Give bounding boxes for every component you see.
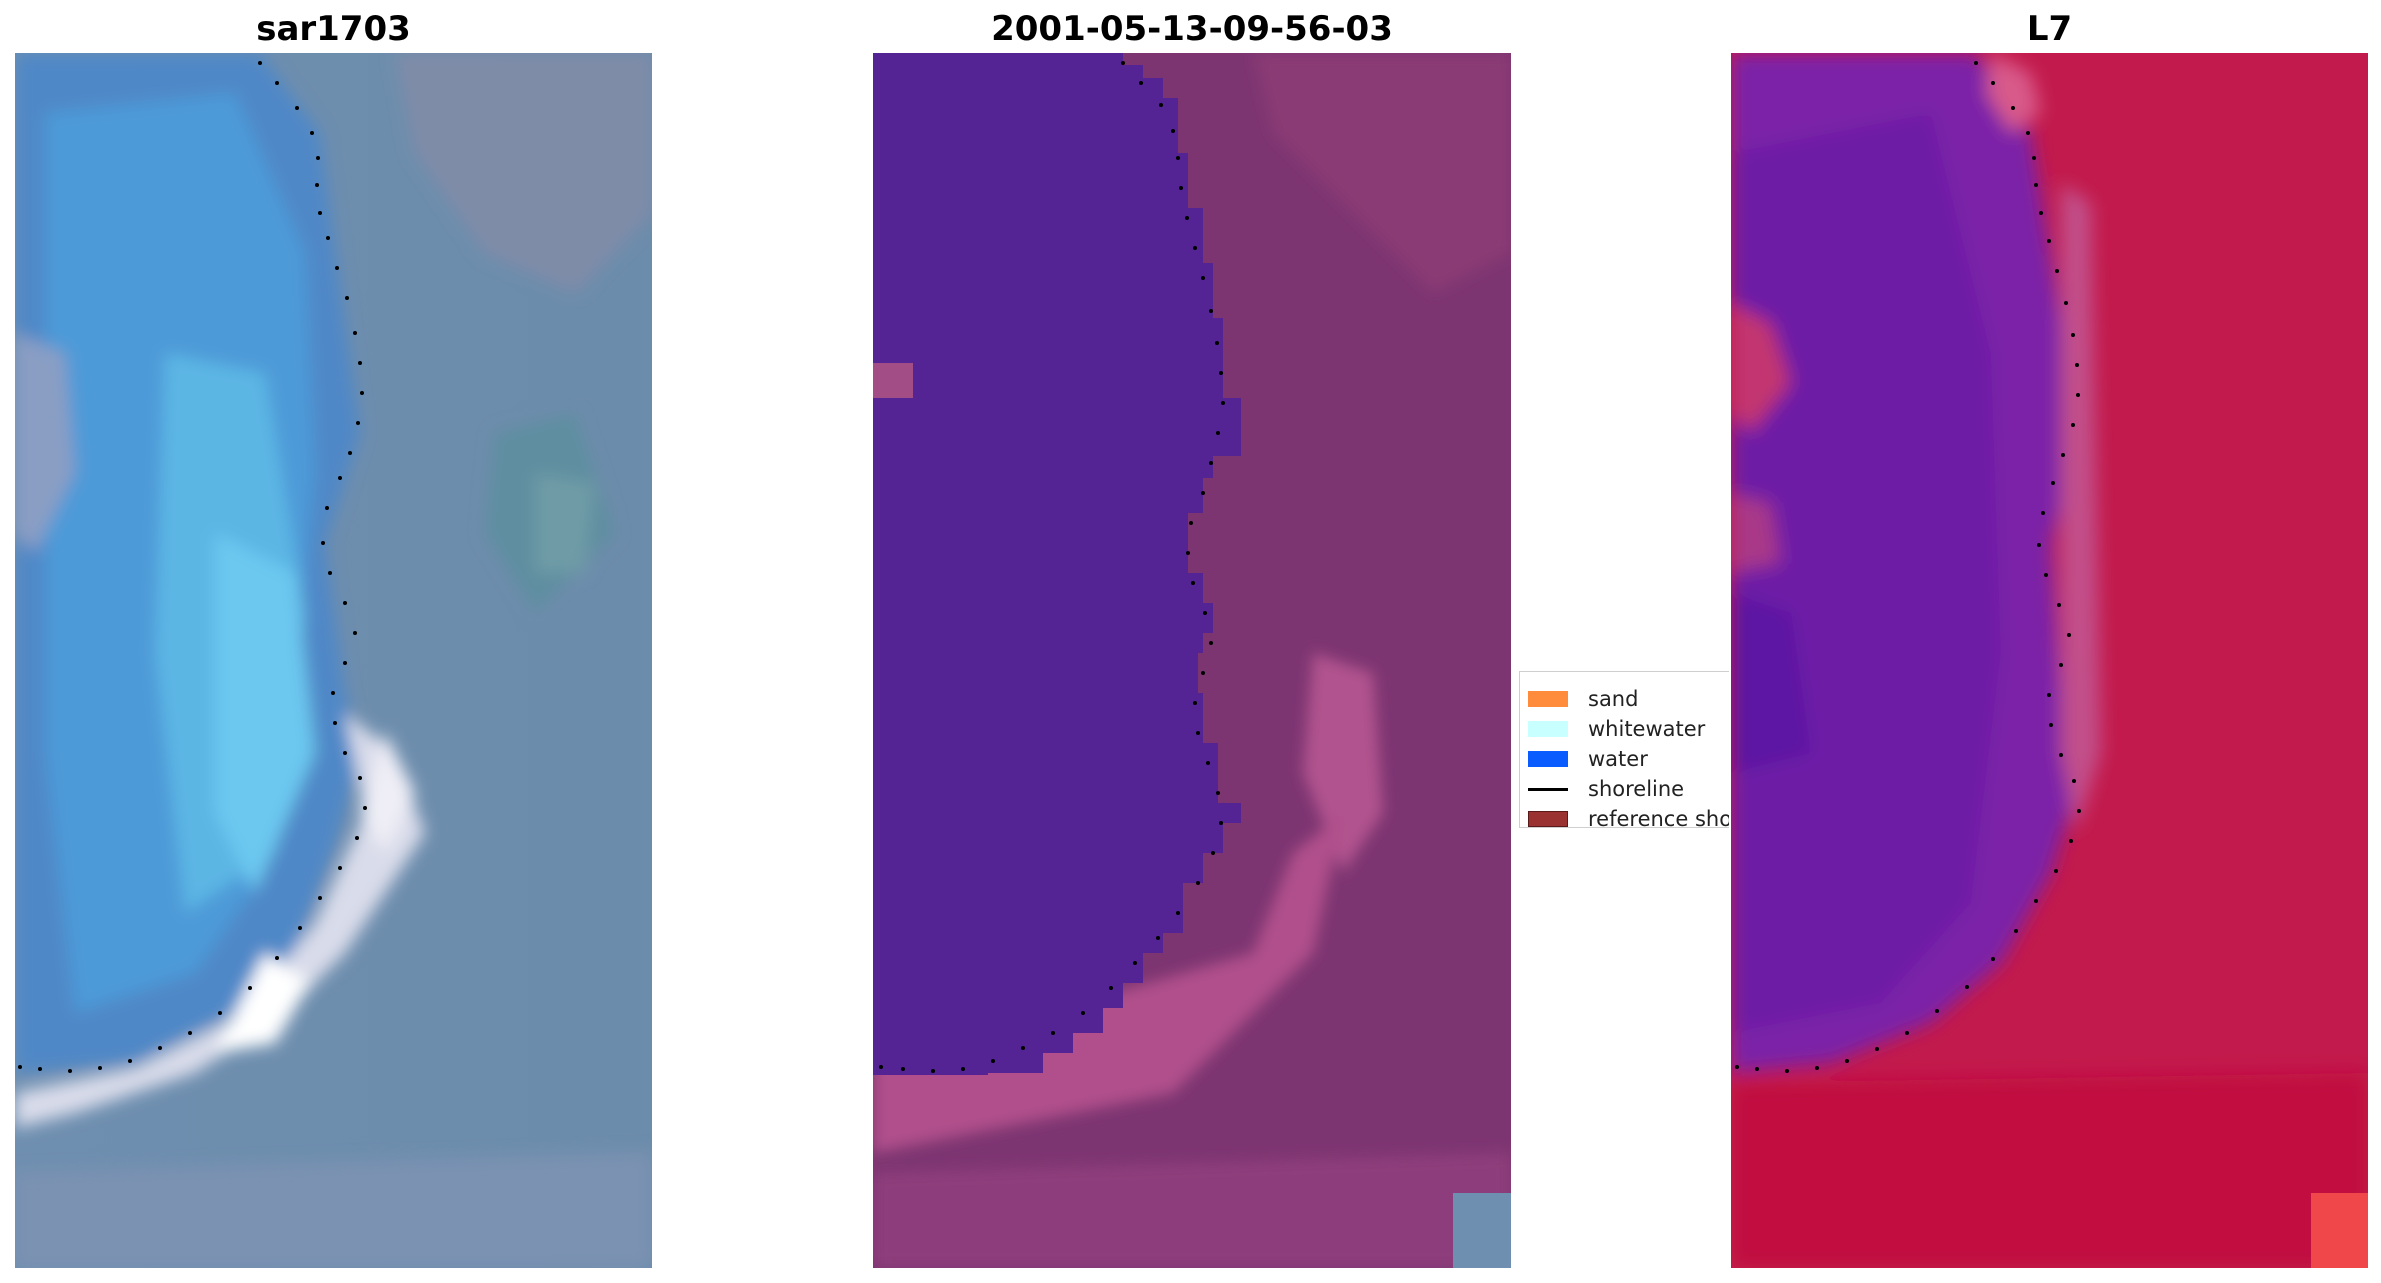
classified-image-panel [873,53,1511,1268]
legend-label: shoreline [1588,777,1685,801]
sand-swatch [1528,691,1568,707]
classified-image [873,53,1511,1268]
legend-label: reference shoreline [1588,807,1729,828]
legend-item-water: water [1528,747,1648,771]
legend-label: water [1588,747,1648,771]
corner-hotspot [2311,1193,2368,1268]
shoreline-dots [879,61,1225,1073]
water-swatch [1528,751,1568,767]
legend-label: sand [1588,687,1639,711]
legend-item-reference-shoreline: reference shoreline [1528,807,1729,828]
rgb-image [15,53,652,1268]
legend-label: whitewater [1588,717,1706,741]
shoreline-dots [1735,61,2081,1073]
rgb-image-panel [15,53,652,1268]
index-image-panel [1731,53,2368,1268]
shoreline-dots [18,61,367,1073]
corner-patch [1453,1193,1511,1268]
reference-shoreline-swatch [1528,811,1568,827]
land-patch [873,363,913,398]
legend-item-shoreline: shoreline [1528,777,1684,801]
panel-title-classified: 2001-05-13-09-56-03 [991,9,1393,49]
water-mask [873,53,1241,1075]
panel-title-index: L7 [2026,9,2073,49]
index-image [1731,53,2368,1268]
legend-item-sand: sand [1528,687,1638,711]
legend: sand whitewater water shoreline referenc… [1519,671,1729,828]
shoreline-line-swatch [1528,787,1568,791]
panel-title-rgb: sar1703 [256,9,411,49]
whitewater-swatch [1528,721,1568,737]
legend-item-whitewater: whitewater [1528,717,1705,741]
